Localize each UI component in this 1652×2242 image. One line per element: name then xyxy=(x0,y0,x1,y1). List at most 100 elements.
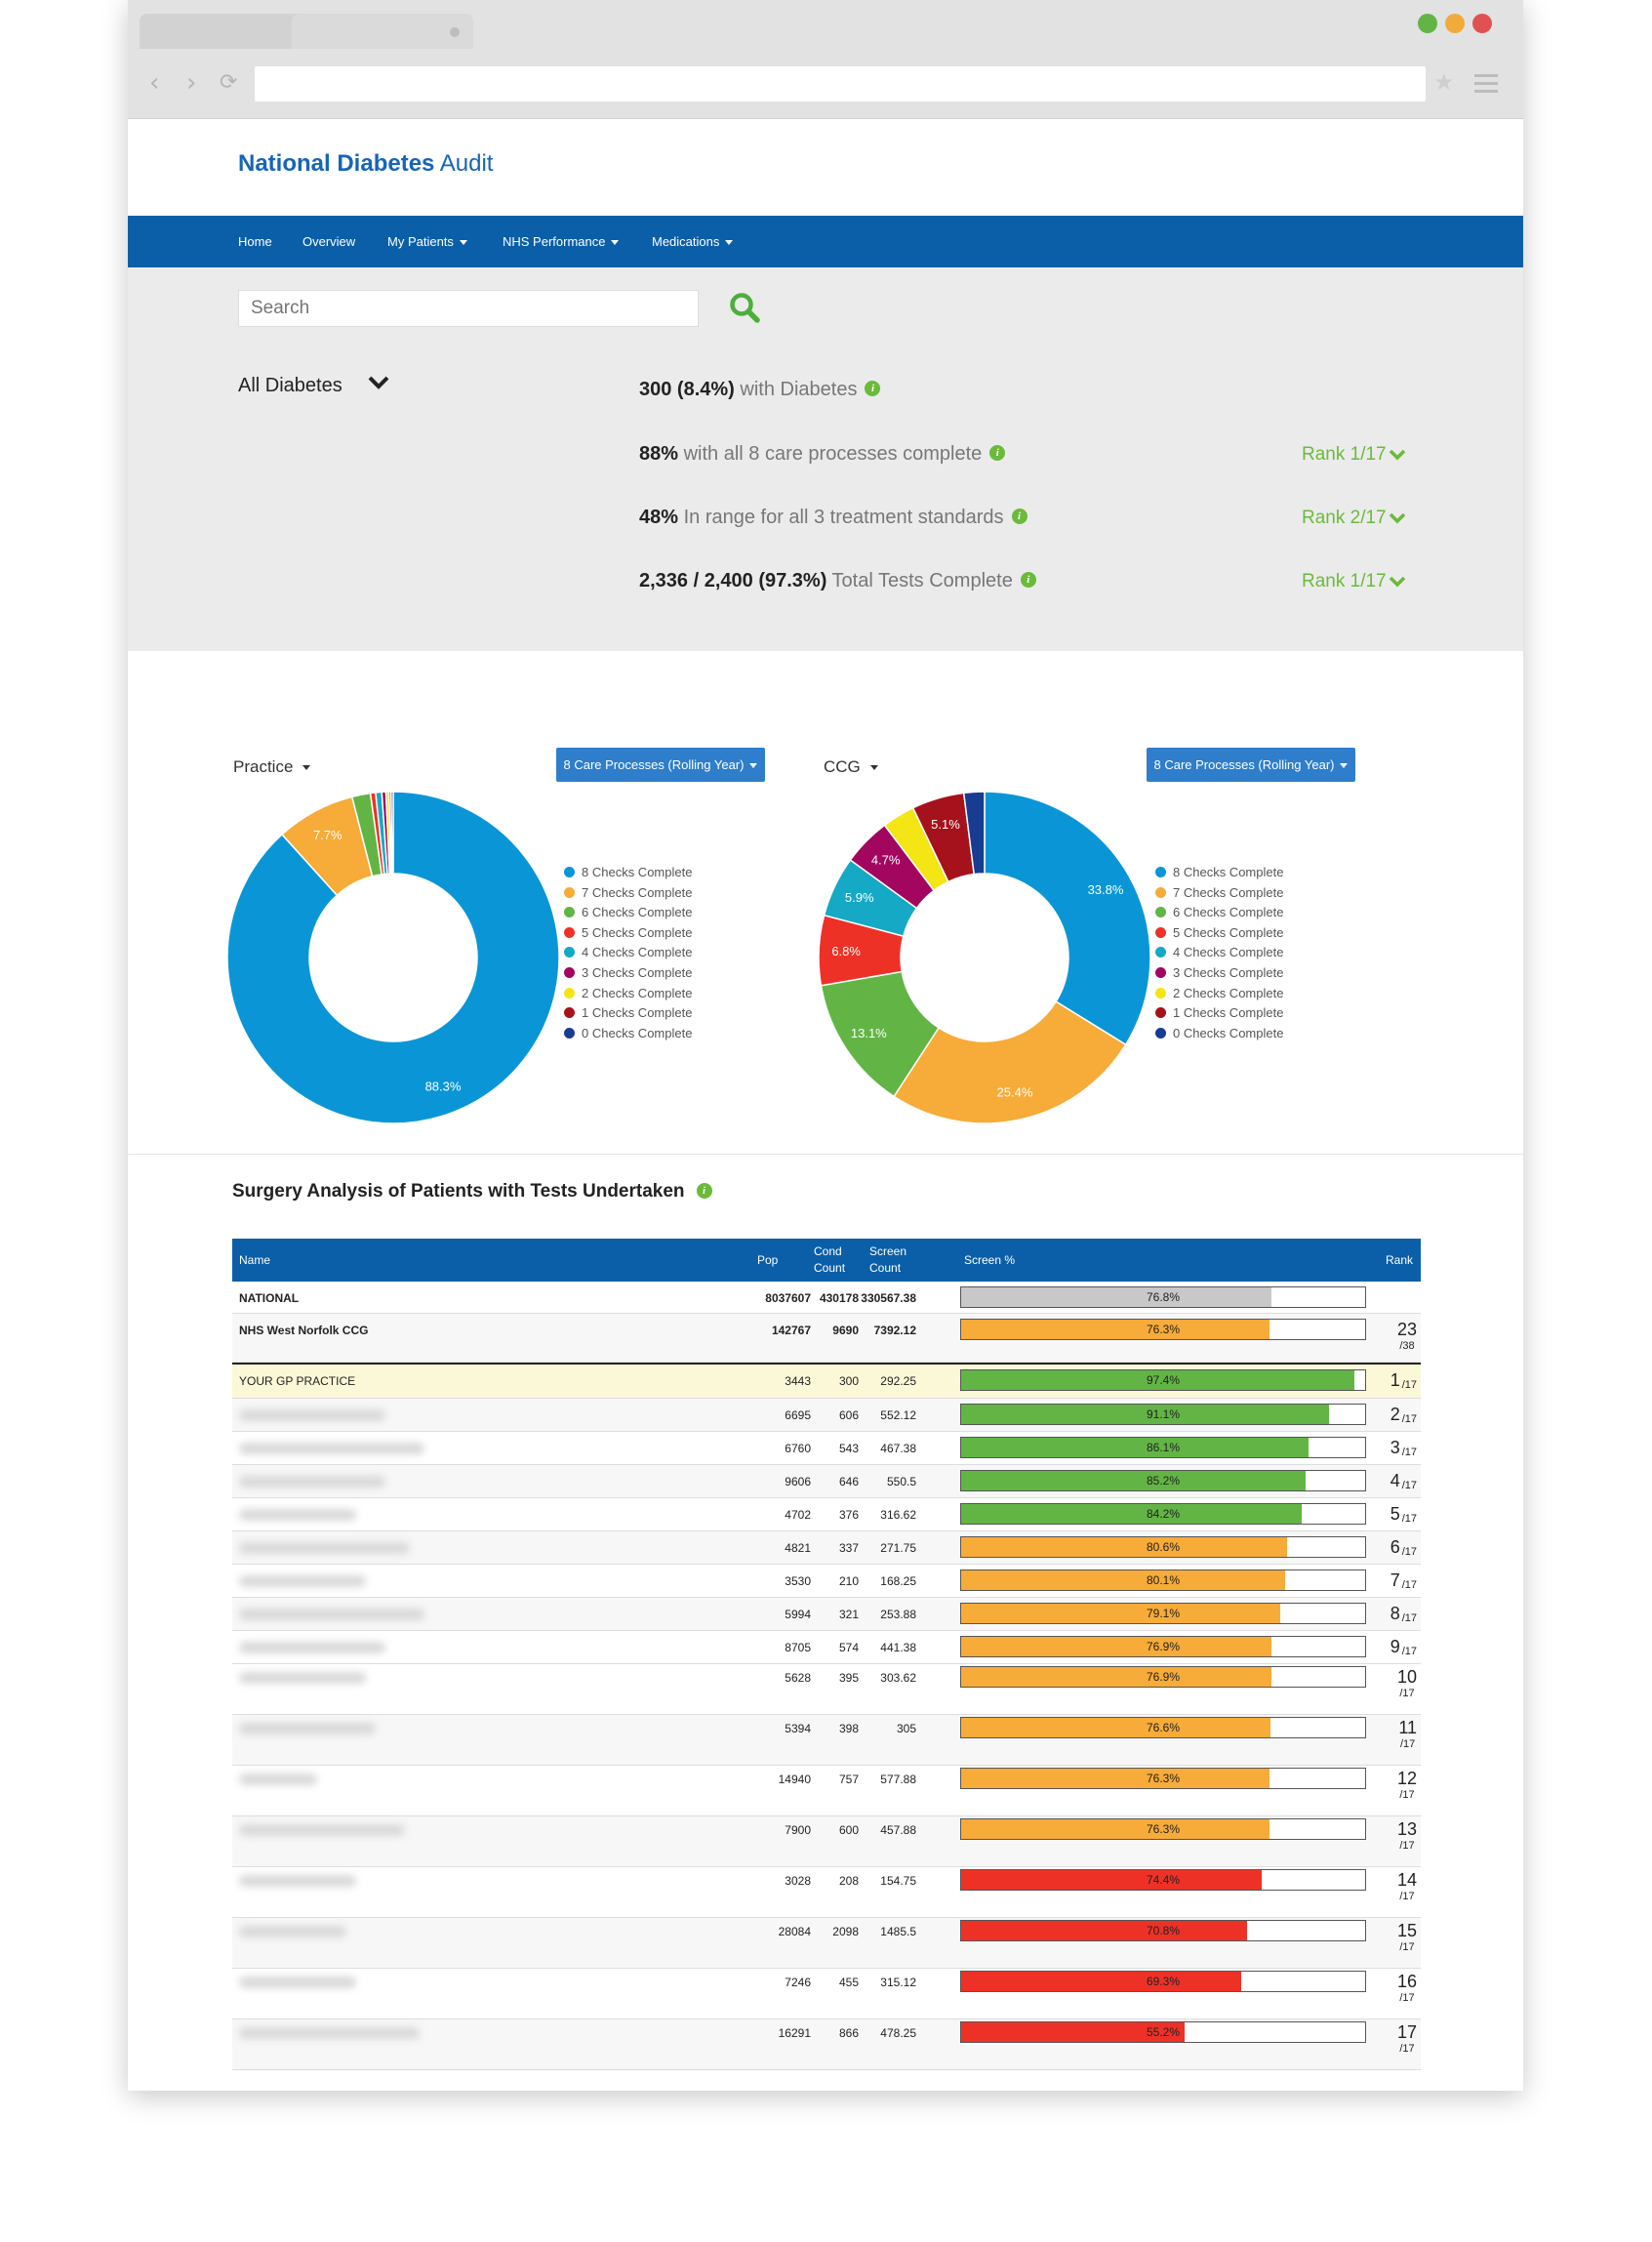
info-icon[interactable]: i xyxy=(1020,572,1036,588)
rank-care-processes[interactable]: Rank 1/17 xyxy=(1302,444,1406,466)
table-row[interactable]: 8705 574 441.38 76.9% 9/17 xyxy=(232,1631,1421,1664)
legend-item[interactable]: 3 Checks Complete xyxy=(564,963,692,984)
legend-item[interactable]: 6 Checks Complete xyxy=(1155,903,1283,923)
rank-denominator: /17 xyxy=(1401,1579,1417,1591)
browser-tab[interactable] xyxy=(292,14,473,49)
nav-item-medications[interactable]: Medications xyxy=(652,234,734,249)
address-bar[interactable] xyxy=(255,66,1426,102)
rank-denominator: /17 xyxy=(1401,1513,1417,1525)
ccg-measure-button[interactable]: 8 Care Processes (Rolling Year) xyxy=(1147,748,1355,782)
table-row[interactable]: 7900 600 457.88 76.3% 13/17 xyxy=(232,1816,1421,1867)
window-maximize-icon[interactable] xyxy=(1418,14,1437,33)
info-icon[interactable]: i xyxy=(989,445,1006,461)
row-name[interactable]: NHS West Norfolk CCG xyxy=(239,1324,369,1337)
caret-down-icon xyxy=(725,240,734,246)
rank-total-tests[interactable]: Rank 1/17 xyxy=(1302,571,1406,592)
condition-filter[interactable]: All Diabetes xyxy=(238,375,342,396)
nav-item-home[interactable]: Home xyxy=(238,234,272,249)
row-screen-count: 7392.12 xyxy=(873,1324,916,1337)
legend-item[interactable]: 5 Checks Complete xyxy=(564,923,692,944)
legend-item[interactable]: 6 Checks Complete xyxy=(564,903,692,923)
progress-fill xyxy=(961,1471,1306,1490)
legend-item[interactable]: 0 Checks Complete xyxy=(564,1024,692,1044)
chevron-down-icon[interactable] xyxy=(366,373,391,392)
table-row[interactable]: YOUR GP PRACTICE 3443 300 292.25 97.4% 1/17 xyxy=(232,1363,1421,1399)
table-row[interactable]: 16291 866 478.25 55.2% 17/17 xyxy=(232,2019,1421,2070)
table-row[interactable]: 7246 455 315.12 69.3% 16/17 xyxy=(232,1969,1421,2019)
col-cond[interactable]: Cond Count xyxy=(814,1243,845,1277)
table-row[interactable]: 14940 757 577.88 76.3% 12/17 xyxy=(232,1766,1421,1816)
table-row[interactable]: NHS West Norfolk CCG 142767 9690 7392.12 76.… xyxy=(232,1314,1421,1363)
nav-item-overview[interactable]: Overview xyxy=(302,234,355,249)
table-row[interactable]: 6760 543 467.38 86.1% 3/17 xyxy=(232,1432,1421,1465)
info-icon[interactable]: i xyxy=(696,1183,712,1199)
brand-light: Audit xyxy=(434,150,494,177)
table-row[interactable]: 5628 395 303.62 76.9% 10/17 xyxy=(232,1664,1421,1715)
col-screen[interactable]: Screen Count xyxy=(869,1243,907,1277)
info-icon[interactable]: i xyxy=(865,381,881,396)
col-rank[interactable]: Rank xyxy=(1386,1253,1414,1267)
col-cond-line2: Count xyxy=(814,1261,846,1275)
legend-item[interactable]: 8 Checks Complete xyxy=(564,863,692,883)
rank-treatment-standards[interactable]: Rank 2/17 xyxy=(1302,508,1406,529)
col-pop[interactable]: Pop xyxy=(757,1253,779,1267)
row-name[interactable]: YOUR GP PRACTICE xyxy=(239,1374,356,1388)
legend-item[interactable]: 2 Checks Complete xyxy=(564,984,692,1004)
legend-item[interactable]: 1 Checks Complete xyxy=(1155,1003,1283,1024)
legend-item[interactable]: 0 Checks Complete xyxy=(1155,1024,1283,1044)
forward-icon[interactable]: › xyxy=(186,68,197,98)
col-screen-pct[interactable]: Screen % xyxy=(964,1253,1016,1267)
info-icon[interactable]: i xyxy=(1011,509,1027,524)
window-close-icon[interactable] xyxy=(1472,14,1492,33)
bookmark-star-icon[interactable]: ★ xyxy=(1433,68,1455,96)
table-row[interactable]: NATIONAL 8037607 430178 330567.38 76.8% xyxy=(232,1282,1421,1314)
legend-item[interactable]: 7 Checks Complete xyxy=(1155,883,1283,904)
table-row[interactable]: 28084 2098 1485.5 70.8% 15/17 xyxy=(232,1918,1421,1969)
back-icon[interactable]: ‹ xyxy=(149,68,160,98)
surgery-analysis-section: Surgery Analysis of Patients with Tests … xyxy=(128,1155,1523,2091)
reload-icon[interactable]: ⟳ xyxy=(220,70,238,95)
table-row[interactable]: 3028 208 154.75 74.4% 14/17 xyxy=(232,1867,1421,1918)
donut-slice[interactable] xyxy=(984,792,1150,1046)
browser-menu-icon[interactable] xyxy=(1474,74,1498,98)
search-icon[interactable] xyxy=(728,291,761,324)
donut-slice[interactable] xyxy=(390,792,394,875)
legend-item[interactable]: 1 Checks Complete xyxy=(564,1003,692,1024)
legend-item[interactable]: 8 Checks Complete xyxy=(1155,863,1283,883)
table-row[interactable]: 4821 337 271.75 80.6% 6/17 xyxy=(232,1531,1421,1565)
legend-item[interactable]: 5 Checks Complete xyxy=(1155,923,1283,944)
table-row[interactable]: 5394 398 305 76.6% 11/17 xyxy=(232,1715,1421,1766)
table-row[interactable]: 6695 606 552.12 91.1% 2/17 xyxy=(232,1399,1421,1432)
chevron-down-icon xyxy=(1389,449,1405,461)
search-input[interactable] xyxy=(238,290,699,327)
donut-slice[interactable] xyxy=(893,1000,1127,1123)
row-name[interactable]: NATIONAL xyxy=(239,1291,300,1305)
tab-close-icon[interactable] xyxy=(450,27,460,37)
practice-selector[interactable]: Practice xyxy=(233,757,311,777)
legend-item[interactable]: 4 Checks Complete xyxy=(1155,943,1283,963)
table-row[interactable]: 3530 210 168.25 80.1% 7/17 xyxy=(232,1565,1421,1598)
legend-item[interactable]: 7 Checks Complete xyxy=(564,883,692,904)
practice-donut-chart: 88.3% 7.7% xyxy=(227,792,559,1123)
screen-progress-bar: 55.2% xyxy=(960,2021,1366,2043)
nav-label: Medications xyxy=(652,234,720,249)
table-row[interactable]: 5994 321 253.88 79.1% 8/17 xyxy=(232,1598,1421,1631)
table-row[interactable]: 4702 376 316.62 84.2% 5/17 xyxy=(232,1498,1421,1531)
brand-logo[interactable]: National Diabetes Audit xyxy=(238,150,493,178)
legend-item[interactable]: 4 Checks Complete xyxy=(564,943,692,963)
progress-fill xyxy=(961,1287,1271,1307)
practice-measure-button[interactable]: 8 Care Processes (Rolling Year) xyxy=(556,748,765,782)
legend-item[interactable]: 3 Checks Complete xyxy=(1155,963,1283,984)
window-minimize-icon[interactable] xyxy=(1445,14,1465,33)
rank-denominator: /17 xyxy=(1399,1789,1415,1801)
slice-data-label: 7.7% xyxy=(313,828,342,842)
col-name[interactable]: Name xyxy=(239,1253,271,1267)
donut-slice[interactable] xyxy=(227,792,559,1123)
legend-item[interactable]: 2 Checks Complete xyxy=(1155,984,1283,1004)
donut-slice[interactable] xyxy=(962,792,986,876)
nav-item-nhs-performance[interactable]: NHS Performance xyxy=(503,234,620,249)
ccg-selector[interactable]: CCG xyxy=(824,757,878,777)
table-row[interactable]: 9606 646 550.5 85.2% 4/17 xyxy=(232,1465,1421,1498)
nav-item-my-patients[interactable]: My Patients xyxy=(387,234,467,249)
row-name-redacted xyxy=(239,1824,405,1836)
